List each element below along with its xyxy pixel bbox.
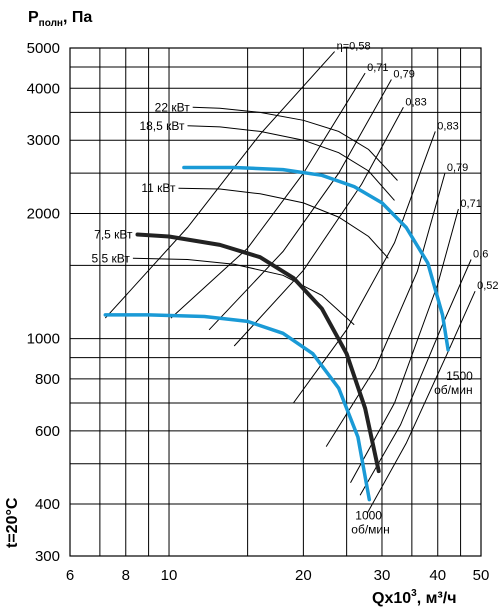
- series-line: [103, 313, 372, 502]
- y-tick-label: 300: [35, 548, 60, 565]
- y-axis-title: Pполн, Па: [28, 9, 92, 29]
- efficiency-label: 0,71: [367, 62, 388, 74]
- y-tick-label: 3000: [27, 132, 60, 149]
- tick-labels: 6 8 10 20 30 40 50 300 400 600 800 1000 2000 3000 4000…: [27, 40, 490, 584]
- rpm-1000-unit: об/мин: [351, 523, 389, 537]
- efficiency-line: [350, 208, 459, 484]
- efficiency-lines: η=0,58 0,71 0,79 0,83 0,83 0,79 0,71 0,6 0,52: [104, 41, 499, 514]
- efficiency-label: 0,83: [405, 96, 426, 108]
- efficiency-line: [233, 107, 404, 347]
- y-tick-label: 1000: [27, 331, 60, 348]
- efficiency-line: [170, 72, 366, 319]
- power-label: 18,5 кВт: [139, 119, 185, 133]
- efficiency-line: [292, 131, 436, 404]
- efficiency-line: [104, 51, 335, 319]
- rpm-1000-label: 1000: [355, 509, 382, 523]
- y-axis-title-sub: полн: [39, 18, 63, 29]
- grid: [69, 47, 482, 557]
- efficiency-label: 0,83: [437, 120, 458, 132]
- efficiency-label: 0,79: [447, 162, 468, 174]
- series-line: [182, 165, 450, 352]
- rpm-1500-label: 1500: [446, 369, 473, 383]
- x-axis-title-sup: 3: [411, 588, 417, 599]
- y-tick-label: 5000: [27, 40, 60, 57]
- power-label: 22 кВт: [155, 100, 191, 114]
- y-tick-label: 4000: [27, 80, 60, 97]
- y-tick-label: 800: [35, 371, 60, 388]
- x-tick-label: 8: [122, 567, 130, 584]
- efficiency-line: [208, 79, 392, 331]
- efficiency-label: 0,6: [473, 248, 488, 260]
- x-tick-label: 10: [161, 567, 178, 584]
- x-axis-title: Qx103, м³/ч: [372, 588, 457, 607]
- efficiency-line: [366, 290, 476, 514]
- efficiency-label: η=0,58: [337, 41, 371, 53]
- y-axis-title-main: P: [28, 9, 39, 26]
- efficiency-label: 0,79: [393, 68, 414, 80]
- x-tick-label: 40: [429, 567, 446, 584]
- x-tick-label: 50: [473, 567, 490, 584]
- x-tick-label: 30: [374, 567, 391, 584]
- power-line: [178, 187, 389, 259]
- power-7-5-label: 7,5 кВт: [94, 227, 133, 241]
- power-label: 5,5 кВт: [92, 251, 131, 265]
- efficiency-label: 0,52: [477, 280, 498, 292]
- series-curves: [103, 165, 450, 502]
- efficiency-line: [325, 173, 446, 447]
- y-tick-label: 400: [35, 496, 60, 513]
- power-line: [132, 257, 355, 326]
- x-tick-label: 20: [295, 567, 312, 584]
- power-lines: 22 кВт 18,5 кВт 11 кВт 5,5 кВт: [92, 100, 398, 326]
- power-label: 11 кВт: [141, 181, 176, 195]
- x-axis-title-unit: , м³/ч: [417, 590, 457, 607]
- power-line: [187, 125, 395, 201]
- plot-border: [69, 47, 482, 557]
- y-axis-title-unit: , Па: [63, 9, 92, 26]
- series-line: [135, 232, 381, 474]
- efficiency-line: [359, 259, 472, 496]
- y-tick-label: 600: [35, 423, 60, 440]
- power-line: [192, 106, 398, 181]
- rpm-1500-unit: об/мин: [434, 383, 472, 397]
- y-tick-label: 2000: [27, 205, 60, 222]
- x-tick-label: 6: [66, 567, 74, 584]
- x-axis-title-main: Qx10: [372, 590, 411, 607]
- temperature-label: t=20°C: [4, 497, 21, 548]
- efficiency-label: 0,71: [460, 198, 481, 210]
